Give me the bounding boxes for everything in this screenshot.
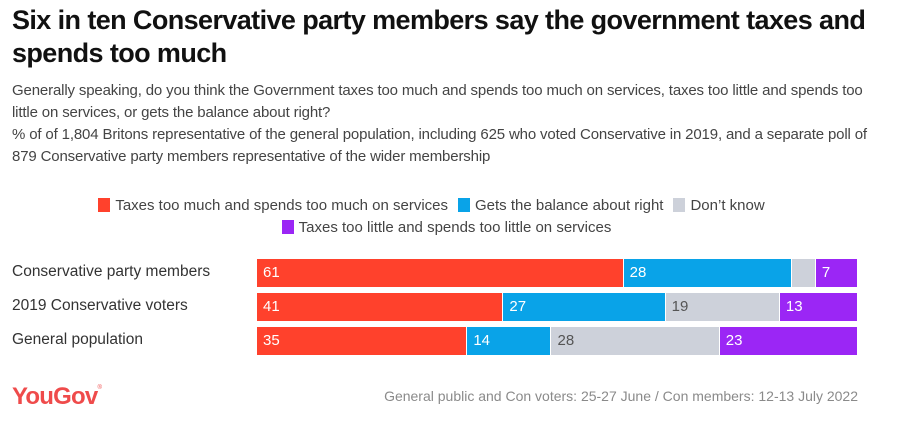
legend-swatch — [98, 198, 111, 212]
category-label: Conservative party members — [12, 263, 211, 280]
bar-segment — [779, 293, 857, 321]
legend-swatch — [458, 198, 470, 212]
legend-row: Taxes too much and spends too much on se… — [0, 194, 903, 216]
legend-label: Taxes too little and spends too little o… — [298, 218, 612, 236]
data-label: 41 — [263, 298, 280, 315]
bar-segment — [257, 327, 467, 355]
legend-swatch — [673, 198, 686, 212]
legend-label: Taxes too much and spends too much on se… — [115, 196, 448, 214]
legend-swatch — [281, 220, 294, 234]
data-label: 28 — [557, 332, 575, 349]
data-label: 23 — [725, 332, 743, 349]
data-label: 14 — [473, 332, 491, 349]
chart-subtitle: Generally speaking, do you think the Gov… — [12, 80, 892, 168]
legend-label: Don’t know — [690, 196, 765, 214]
bar-segment — [551, 327, 719, 355]
bar-segment — [503, 293, 665, 321]
legend-item: Taxes too much and spends too much on se… — [98, 197, 448, 214]
bar-segment — [623, 259, 791, 287]
survey-base: % of of 1,804 Britons representative of … — [12, 126, 867, 165]
legend-item: Don’t know — [673, 196, 765, 214]
data-label: 13 — [785, 298, 803, 315]
survey-question: Generally speaking, do you think the Gov… — [12, 82, 863, 121]
legend-row: Taxes too little and spends too little o… — [0, 216, 903, 238]
bar-segment — [467, 327, 551, 355]
data-label: 7 — [821, 264, 831, 281]
bar-segment — [257, 293, 503, 321]
data-label: 35 — [263, 332, 280, 349]
data-label: 27 — [509, 298, 527, 315]
legend-item: Gets the balance about right — [458, 197, 663, 214]
registered-mark: ® — [97, 385, 102, 391]
data-label: 28 — [629, 264, 647, 281]
logo-text: YouGov — [12, 383, 98, 410]
yougov-logo: YouGov® — [12, 383, 102, 411]
fieldwork-dates: General public and Con voters: 25-27 Jun… — [384, 388, 858, 404]
bar-segment — [719, 327, 857, 355]
chart-title: Six in ten Conservative party members sa… — [12, 5, 866, 68]
legend-item: Taxes too little and spends too little o… — [281, 218, 612, 236]
category-label: 2019 Conservative voters — [12, 297, 188, 314]
data-label: 61 — [263, 264, 280, 281]
data-label: 19 — [671, 298, 689, 315]
legend: Taxes too much and spends too much on se… — [0, 194, 903, 238]
bar-segment — [257, 259, 623, 287]
legend-label: Gets the balance about right — [475, 196, 664, 214]
bar-segment — [791, 259, 815, 287]
category-label: General population — [12, 331, 143, 348]
bar-segment — [665, 293, 779, 321]
bar-segment — [815, 259, 857, 287]
